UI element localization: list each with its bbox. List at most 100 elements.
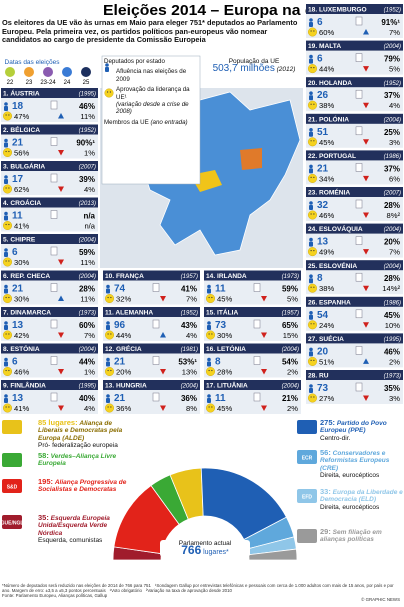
date-dot — [43, 67, 53, 77]
ballot-icon — [152, 392, 160, 402]
date-label: 23 — [26, 80, 33, 86]
parliament-total: 766 — [181, 543, 202, 558]
country-seats: 26 — [317, 90, 329, 101]
country-seats: 74 — [114, 284, 126, 295]
person-icon — [4, 361, 8, 367]
person-icon — [106, 361, 110, 367]
country-header — [1, 307, 98, 317]
country-turnout: 20% — [384, 238, 400, 247]
group-seats: 35: — [38, 513, 49, 522]
country-header — [1, 124, 98, 135]
ballot-icon — [50, 283, 58, 292]
person-icon — [106, 398, 110, 403]
person-icon — [106, 325, 110, 330]
country-turnout: 44% — [79, 358, 95, 367]
country-approval: 60% — [319, 28, 334, 37]
group-name: Aliança de Liberais e Democratas pela Eu… — [38, 420, 123, 442]
person-icon — [4, 288, 8, 294]
country-name: 8. ESTÓNIA — [3, 344, 40, 353]
smiley-eye — [313, 396, 315, 398]
group-seats: 275: — [320, 418, 336, 427]
country-approval: 34% — [319, 174, 334, 183]
trend-arrow — [363, 322, 369, 328]
date-dot — [5, 67, 15, 77]
country-header — [306, 223, 403, 234]
smiley-eye — [310, 176, 312, 178]
country-name: 27. SUÉCIA — [308, 334, 344, 343]
country-seats: 21 — [317, 163, 329, 174]
smiley-eye — [8, 150, 10, 153]
key-members-note: (ano entrada) — [150, 118, 188, 126]
country-header — [103, 307, 200, 317]
country-header — [204, 380, 301, 390]
country-name: 3. BULGÁRIA — [3, 162, 45, 171]
country-header — [306, 40, 403, 51]
group-logo — [2, 479, 22, 493]
smiley-icon — [308, 247, 318, 257]
ballot-icon — [355, 272, 363, 282]
parliament-title: Parlamento actual — [178, 540, 232, 547]
country-approval: 44% — [116, 331, 131, 340]
smiley-icon — [308, 27, 318, 37]
person-icon — [106, 357, 110, 362]
person-icon — [309, 22, 313, 27]
country-year: (2004) — [79, 347, 96, 353]
smiley-eye — [5, 114, 7, 116]
country-seats: 21 — [114, 393, 126, 404]
country-change: 7% — [186, 295, 197, 304]
smiley-icon — [2, 147, 13, 157]
country-header — [1, 88, 98, 98]
person-icon — [309, 384, 313, 388]
trend-arrow — [363, 139, 369, 145]
country-header — [306, 333, 403, 344]
person-icon — [207, 357, 211, 362]
smiley-icon — [308, 173, 318, 183]
smiley-eye — [313, 359, 315, 361]
footnote: ²Variação na taxa de aprovação desde 201… — [145, 588, 232, 593]
country-change: 11% — [80, 295, 95, 304]
ballot-icon — [253, 392, 261, 402]
person-icon — [309, 95, 313, 101]
smiley-eye — [8, 187, 10, 189]
smiley-eye — [5, 150, 7, 153]
country-header — [103, 380, 200, 390]
person-icon — [4, 215, 8, 221]
group-logo-text: ECR — [302, 456, 313, 462]
person-icon — [309, 347, 313, 352]
country-header — [306, 187, 403, 197]
country-approval: 46% — [319, 211, 334, 220]
person-icon — [309, 164, 313, 169]
date-label: 22 — [7, 80, 14, 86]
person-icon — [309, 131, 313, 137]
country-approval: 38% — [319, 284, 334, 293]
smiley-icon — [2, 367, 13, 377]
smiley-icon — [2, 403, 13, 413]
country-year: (1995) — [79, 384, 96, 390]
group-logo — [297, 420, 317, 434]
country-approval: 49% — [319, 248, 334, 257]
country-change: 3% — [389, 394, 400, 403]
smiley-eye — [5, 223, 7, 226]
trend-arrow — [363, 249, 369, 255]
country-name: 25. ESLOVÉNIA — [308, 261, 357, 270]
country-year: (2004) — [79, 238, 96, 244]
country-change: n/a — [84, 222, 95, 231]
person-icon — [309, 241, 313, 247]
country-seats: 6 — [12, 247, 18, 258]
person-icon — [309, 205, 313, 210]
country-approval: 30% — [217, 331, 232, 340]
person-icon — [4, 179, 8, 184]
parliament-total-unit: lugares* — [203, 549, 229, 557]
country-seats: 11 — [215, 393, 226, 404]
country-turnout: n/a — [83, 212, 95, 221]
person-icon — [4, 102, 8, 106]
smiley-eye — [8, 369, 10, 372]
country-year: (2004) — [384, 44, 401, 50]
key-turnout: Afluência nas eleições de 2009 — [116, 68, 187, 83]
country-name: 5. CHIPRE — [3, 237, 36, 244]
country-turnout: 46% — [384, 347, 400, 356]
country-name: 23. ROMÉNIA — [308, 188, 350, 197]
person-icon — [309, 388, 313, 393]
smiley-icon — [104, 88, 114, 98]
country-header — [204, 270, 301, 281]
